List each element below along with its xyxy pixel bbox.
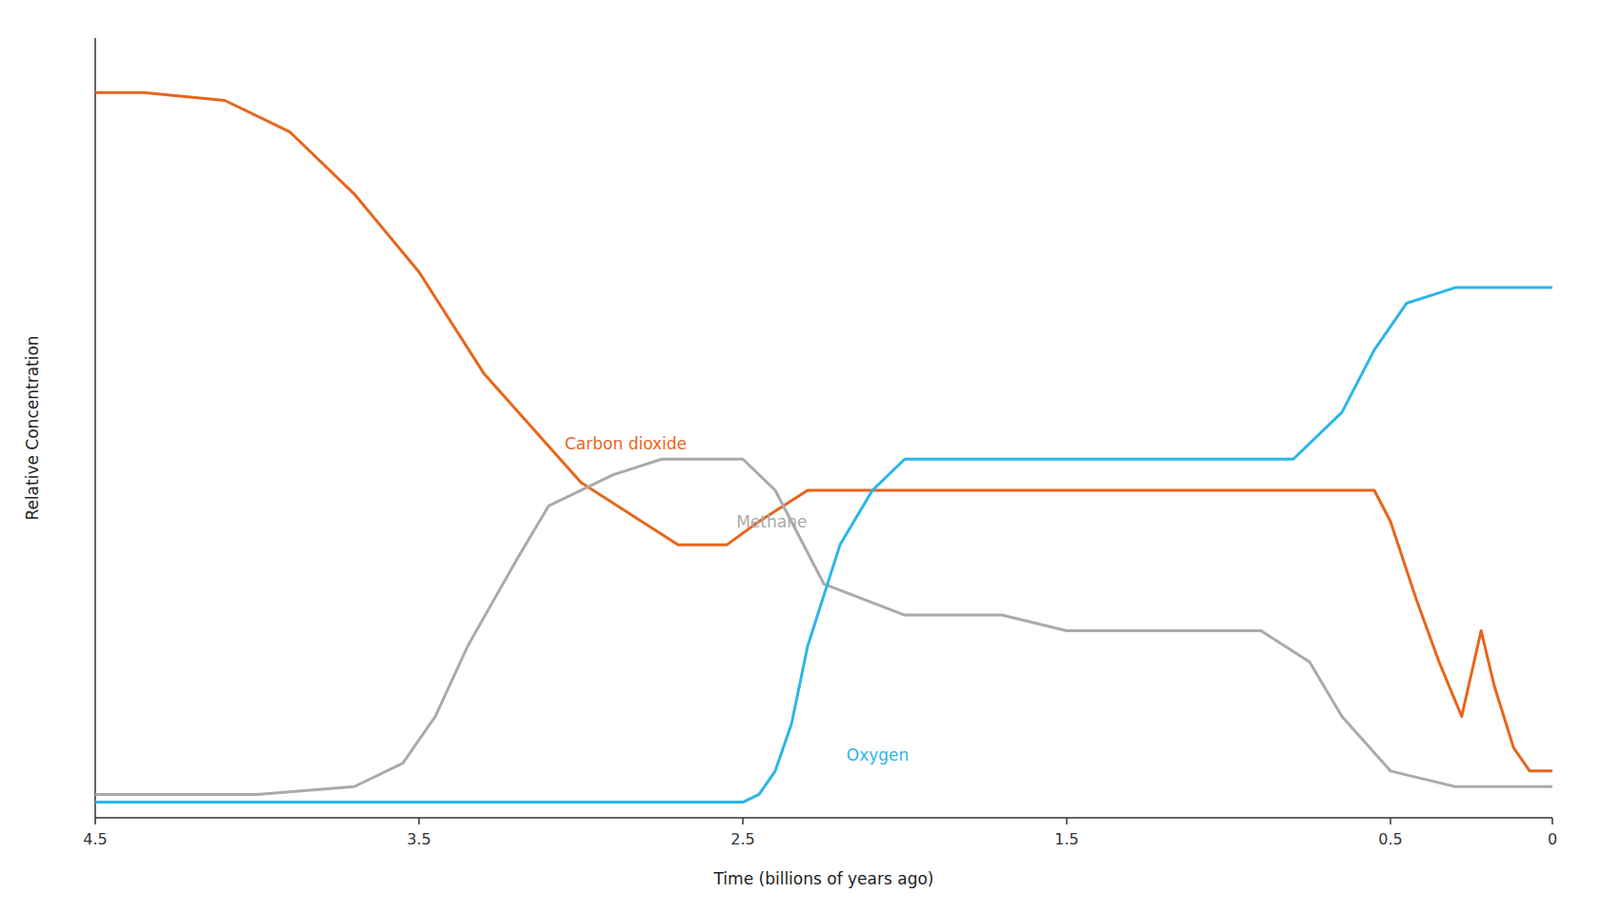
- x-tick: [1065, 818, 1068, 825]
- chart: 4.5 3.5 2.5 1.5 0.5 0 Time (billions of years …: [0, 0, 1600, 913]
- series-line: [95, 459, 1553, 795]
- x-tick: [741, 818, 744, 825]
- x-tick: [1389, 818, 1392, 825]
- line-label: Methane: [736, 512, 807, 532]
- x-tick-label: 4.5: [82, 830, 107, 849]
- x-tick: [94, 818, 97, 825]
- x-tick: [418, 818, 420, 825]
- series-line: [95, 287, 1553, 803]
- series-line: [95, 92, 1553, 772]
- x-axis: [95, 817, 1553, 820]
- x-tick-label: 0: [1547, 830, 1558, 849]
- line-label: Carbon dioxide: [564, 434, 687, 454]
- x-tick: [1551, 818, 1554, 825]
- plot-area: [95, 92, 1553, 802]
- x-tick-label: 1.5: [1054, 830, 1079, 849]
- x-axis-label: Time (billions of years ago): [713, 869, 935, 889]
- x-tick-label: 0.5: [1378, 830, 1402, 849]
- line-label: Oxygen: [846, 745, 910, 765]
- x-tick-label: 2.5: [730, 830, 755, 849]
- y-axis: [94, 38, 97, 819]
- x-tick-label: 3.5: [406, 830, 431, 849]
- y-axis-label: Relative Concentration: [22, 335, 42, 520]
